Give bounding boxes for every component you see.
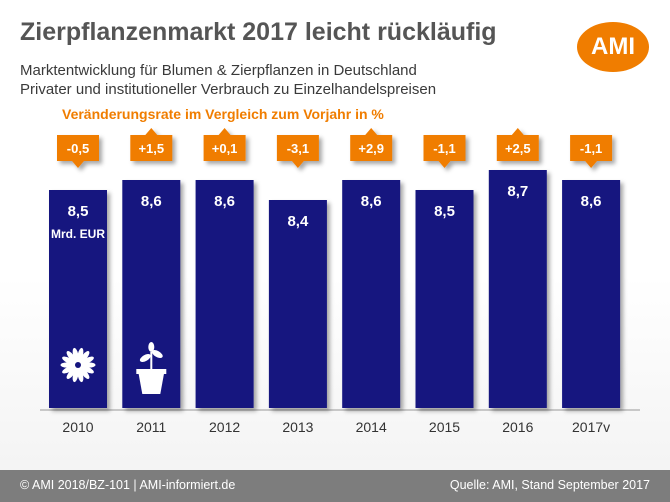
change-rate-label: -0,5	[67, 141, 89, 156]
flower-icon	[60, 347, 96, 383]
bar-value-label: 8,4	[287, 213, 309, 230]
change-rate-box	[57, 135, 99, 168]
change-rate-box	[570, 135, 613, 168]
bar-value-label: 8,6	[581, 193, 602, 210]
change-rate-box	[203, 128, 246, 161]
bar-2016	[488, 170, 547, 408]
change-rate-label: +2,5	[505, 141, 531, 156]
change-rate-box	[130, 128, 173, 161]
x-tick-label: 2010	[62, 419, 93, 435]
bar-2017v	[562, 180, 621, 408]
rate-section-title: Veränderungsrate im Vergleich zum Vorjah…	[62, 106, 384, 122]
page-title: Zierpflanzenmarkt 2017 leicht rückläufig	[20, 18, 497, 46]
bar-value-label: 8,5	[434, 203, 455, 220]
subtitle-market: Marktentwicklung für Blumen & Zierpflanz…	[20, 62, 417, 79]
x-tick-label: 2011	[136, 419, 166, 435]
bar-value-label: 8,6	[141, 193, 162, 210]
unit-label: Mrd. EUR	[51, 227, 105, 241]
change-rate-label: -3,1	[287, 141, 309, 156]
bar-2012	[195, 180, 254, 408]
bar-2013	[268, 200, 327, 408]
footer-copyright: © AMI 2018/BZ-101 | AMI-informiert.de	[20, 478, 236, 492]
change-rate-box	[350, 128, 393, 161]
subtitle-consumption: Privater und institutioneller Verbrauch …	[20, 81, 437, 98]
change-rate-box	[276, 135, 319, 168]
bar-value-label: 8,6	[361, 193, 382, 210]
x-tick-label: 2015	[429, 419, 460, 435]
change-rate-label: +1,5	[138, 141, 164, 156]
x-tick-label: 2017v	[572, 419, 610, 435]
x-tick-label: 2014	[356, 419, 387, 435]
bar-value-label: 8,5	[68, 203, 89, 220]
bar-2014	[342, 180, 401, 408]
footer-bar: © AMI 2018/BZ-101 | AMI-informiert.de Qu…	[0, 470, 670, 502]
change-rate-label: +0,1	[212, 141, 238, 156]
bar-2015	[415, 190, 474, 408]
x-tick-label: 2013	[282, 419, 313, 435]
potted-plant-icon	[136, 342, 167, 394]
ami-logo: AMI	[577, 22, 649, 72]
change-rate-box	[423, 135, 466, 168]
bar-value-label: 8,6	[214, 193, 235, 210]
x-tick-label: 2016	[502, 419, 533, 435]
change-rate-box	[496, 128, 539, 161]
change-rate-label: -1,1	[433, 141, 455, 156]
footer-source: Quelle: AMI, Stand September 2017	[449, 478, 650, 492]
x-tick-label: 2012	[209, 419, 240, 435]
change-rate-label: -1,1	[580, 141, 602, 156]
bar-value-label: 8,7	[507, 183, 528, 200]
change-rate-label: +2,9	[358, 141, 384, 156]
